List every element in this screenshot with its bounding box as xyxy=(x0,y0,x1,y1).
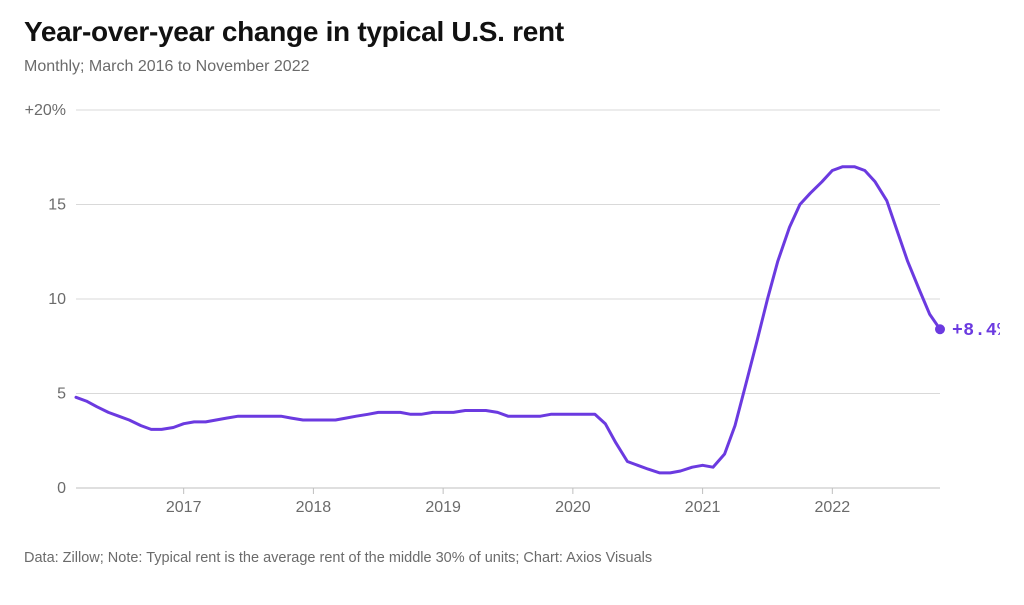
y-axis-label: 0 xyxy=(57,480,66,497)
end-value-label: +8.4% xyxy=(952,321,1000,341)
x-axis-label: 2019 xyxy=(425,499,461,516)
y-axis-label: 5 xyxy=(57,386,66,403)
end-marker-icon xyxy=(935,324,945,334)
y-axis-label: 15 xyxy=(48,197,66,214)
chart-subtitle: Monthly; March 2016 to November 2022 xyxy=(24,58,1000,76)
chart-footnote: Data: Zillow; Note: Typical rent is the … xyxy=(24,550,1000,566)
x-axis-label: 2018 xyxy=(296,499,332,516)
chart-plot: 0 5 10 15 +20% 2017 2018 2019 2020 2021 2022 +8.4% xyxy=(24,102,1000,532)
y-axis-label: 10 xyxy=(48,291,66,308)
y-axis-label: +20% xyxy=(25,102,66,119)
x-axis-label: 2017 xyxy=(166,499,202,516)
series-line-yoy-rent-change xyxy=(76,167,940,473)
chart-container: Year-over-year change in typical U.S. re… xyxy=(0,0,1024,576)
x-axis-label: 2020 xyxy=(555,499,591,516)
x-axis-label: 2022 xyxy=(815,499,851,516)
line-chart-svg: 0 5 10 15 +20% 2017 2018 2019 2020 2021 2022 +8.4% xyxy=(24,102,1000,532)
x-axis-label: 2021 xyxy=(685,499,721,516)
chart-title: Year-over-year change in typical U.S. re… xyxy=(24,16,1000,48)
